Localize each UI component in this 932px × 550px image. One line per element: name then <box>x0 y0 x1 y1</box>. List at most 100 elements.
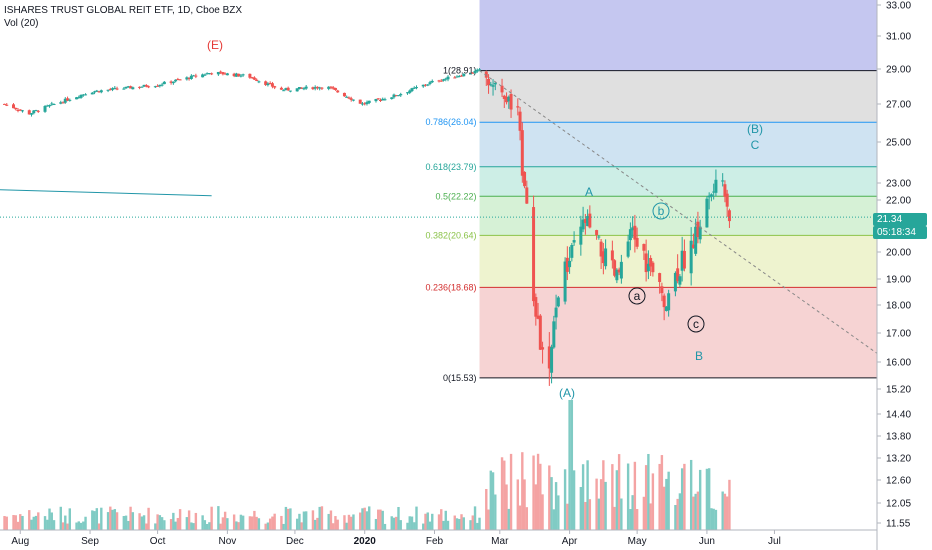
candle-body <box>392 94 396 98</box>
candle-body <box>97 91 101 93</box>
candle-body <box>63 98 67 103</box>
candle-body <box>174 79 178 82</box>
volume-bar <box>109 506 112 530</box>
candle-body <box>237 73 241 77</box>
candle-body <box>689 240 693 274</box>
volume-bar <box>329 510 333 530</box>
volume-bar <box>268 518 272 530</box>
candle-body <box>430 80 434 83</box>
time-tick-label: Oct <box>150 536 166 547</box>
volume-bar <box>361 508 364 530</box>
candle-body <box>396 95 400 97</box>
volume-bar <box>192 523 195 530</box>
price-tick-label: 14.40 <box>886 410 911 421</box>
volume-bar <box>43 516 47 530</box>
wave-label-circle <box>628 287 646 305</box>
volume-bar <box>50 512 53 530</box>
volume-bar <box>365 511 369 530</box>
candle-body <box>77 97 81 99</box>
fib-level-label: 0.382(20.64) <box>425 230 476 240</box>
candle-body <box>586 216 590 227</box>
volume-bar <box>462 517 465 530</box>
fib-level-label: 0(15.53) <box>443 373 477 383</box>
volume-bar <box>584 501 587 530</box>
candle-body <box>365 102 369 105</box>
volume-bar <box>505 484 508 530</box>
candle-body <box>390 97 394 100</box>
candle-body <box>66 98 70 101</box>
candle-body <box>518 111 522 131</box>
volume-bar <box>500 457 504 530</box>
time-tick-label: Jun <box>699 536 715 547</box>
volume-bar <box>494 494 497 530</box>
candle-body <box>302 88 306 90</box>
volume-bar <box>651 473 655 530</box>
candle-body <box>156 85 160 87</box>
volume-bar <box>163 520 166 530</box>
volume-bar <box>570 400 574 530</box>
fib-zone-band <box>479 166 877 197</box>
volume-bar <box>455 518 459 530</box>
time-tick-label: Sep <box>81 536 99 547</box>
time-tick-label: May <box>628 536 647 547</box>
time-tick-label: Feb <box>426 536 444 547</box>
volume-bar <box>557 495 560 530</box>
wave-label: a <box>634 289 641 303</box>
volume-bar <box>284 506 288 530</box>
candle-body <box>421 84 425 87</box>
volume-bar <box>250 516 254 530</box>
volume-bar <box>377 509 380 530</box>
fib-zone-band <box>479 287 877 378</box>
candle-body <box>725 193 729 207</box>
candle-body <box>315 86 319 89</box>
volume-bar <box>521 452 524 530</box>
volume-bar <box>194 512 198 530</box>
candle-body <box>349 98 353 100</box>
candle-body <box>300 87 304 89</box>
candle-body <box>329 86 333 88</box>
candle-body <box>90 92 94 95</box>
countdown-badge: 05:18:34 <box>873 226 927 239</box>
candle-body <box>30 113 34 115</box>
volume-bar <box>548 465 551 530</box>
candle-body <box>273 86 277 88</box>
volume-indicator-label[interactable]: Vol (20) <box>4 18 39 29</box>
volume-bar <box>478 517 481 530</box>
volume-bar <box>302 511 306 530</box>
volume-bar <box>554 482 558 530</box>
volume-bar <box>320 506 324 530</box>
volume-bar <box>3 516 6 530</box>
volume-bar <box>399 520 402 530</box>
volume-bar <box>460 514 463 530</box>
volume-bar <box>187 510 191 530</box>
volume-bar <box>676 498 679 530</box>
candle-body <box>264 81 268 85</box>
candle-body <box>333 87 337 90</box>
candle-body <box>550 347 554 373</box>
candle-body <box>705 198 709 228</box>
volume-bar <box>113 509 117 530</box>
candle-body <box>410 88 414 92</box>
price-tick-label: 27.00 <box>886 100 911 111</box>
candle-body <box>698 226 702 240</box>
volume-bar <box>428 521 432 530</box>
candle-body <box>579 226 583 245</box>
volume-bar <box>431 513 434 530</box>
candle-body <box>106 89 110 91</box>
price-tick-label: 33.00 <box>886 1 911 12</box>
candle-body <box>475 69 479 72</box>
volume-bar <box>210 506 213 530</box>
candle-body <box>532 207 536 302</box>
volume-bar <box>568 400 571 530</box>
volume-bar <box>667 471 670 530</box>
volume-bar <box>487 509 490 530</box>
candle-body <box>405 92 409 94</box>
volume-bar <box>350 516 353 530</box>
candle-body <box>284 88 288 91</box>
candle-body <box>144 85 148 87</box>
volume-bar <box>422 523 425 530</box>
candle-body <box>138 86 142 88</box>
volume-bar <box>248 516 252 530</box>
volume-bar <box>626 463 630 530</box>
